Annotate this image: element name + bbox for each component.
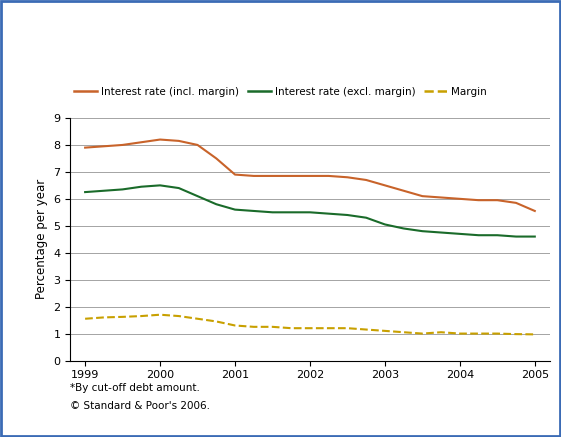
Y-axis label: Percentage per year: Percentage per year <box>35 179 48 299</box>
Legend: Interest rate (incl. margin), Interest rate (excl. margin), Margin: Interest rate (incl. margin), Interest r… <box>70 83 491 101</box>
Text: *By cut-off debt amount.: *By cut-off debt amount. <box>70 383 200 393</box>
Text: Chart 1: Weighted-Average Interest Rate, Interest Rate Before Margin, and Loan
M: Chart 1: Weighted-Average Interest Rate,… <box>10 19 547 48</box>
Text: © Standard & Poor's 2006.: © Standard & Poor's 2006. <box>70 401 210 411</box>
